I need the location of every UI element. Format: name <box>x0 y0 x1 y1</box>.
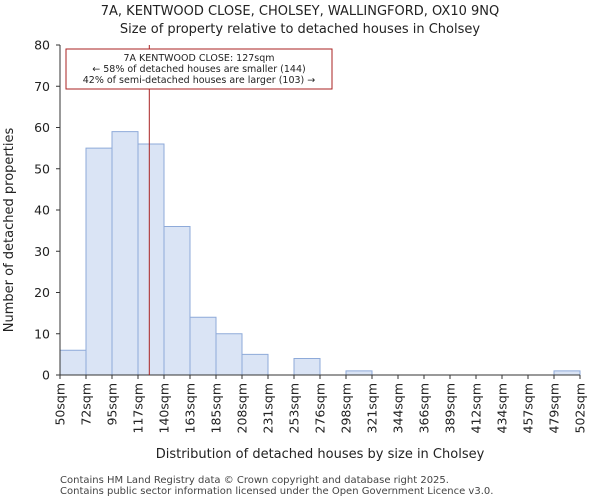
x-tick-label: 50sqm <box>53 383 68 426</box>
annotation-box: 7A KENTWOOD CLOSE: 127sqm ← 58% of detac… <box>65 48 333 90</box>
x-tick-label: 140sqm <box>157 383 172 433</box>
x-tick-label: 231sqm <box>261 383 276 433</box>
footer-licence: Contains public sector information licen… <box>60 486 493 497</box>
x-tick-label: 117sqm <box>131 383 146 433</box>
x-tick-label: 434sqm <box>495 383 510 433</box>
x-tick-label: 185sqm <box>209 383 224 433</box>
annotation-property: 7A KENTWOOD CLOSE: 127sqm <box>123 53 274 64</box>
x-tick-label: 72sqm <box>79 383 94 426</box>
bar-253sqm <box>293 358 321 376</box>
bar-163sqm <box>189 316 217 376</box>
x-tick-label: 95sqm <box>105 383 120 426</box>
chart-title-address: 7A, KENTWOOD CLOSE, CHOLSEY, WALLINGFORD… <box>101 4 500 19</box>
bar-95sqm <box>111 131 139 376</box>
y-tick-label: 40 <box>34 203 50 218</box>
y-tick-label: 10 <box>34 326 50 341</box>
y-tick-label: 60 <box>34 120 50 135</box>
annotation-smaller: ← 58% of detached houses are smaller (14… <box>92 64 305 75</box>
x-tick-label: 298sqm <box>339 383 354 433</box>
y-tick-label: 0 <box>42 368 50 383</box>
bar-208sqm <box>241 353 269 376</box>
bar-140sqm <box>163 226 191 376</box>
x-tick-label: 163sqm <box>183 383 198 433</box>
bar-185sqm <box>215 333 243 376</box>
x-tick-label: 321sqm <box>365 383 380 433</box>
y-tick-label: 80 <box>34 38 50 53</box>
x-tick-label: 479sqm <box>547 383 562 433</box>
x-tick-label: 276sqm <box>313 383 328 433</box>
x-tick-label: 502sqm <box>573 383 588 433</box>
y-axis-label: Number of detached properties <box>2 128 17 333</box>
y-tick-label: 50 <box>34 161 50 176</box>
x-tick-label: 412sqm <box>469 383 484 433</box>
x-tick-label: 253sqm <box>287 383 302 433</box>
bar-298sqm <box>345 370 373 376</box>
y-tick-label: 70 <box>34 79 50 94</box>
annotation-larger: 42% of semi-detached houses are larger (… <box>83 75 316 86</box>
x-tick-label: 389sqm <box>443 383 458 433</box>
x-tick-label: 457sqm <box>521 383 536 433</box>
bar-479sqm <box>553 370 581 376</box>
x-tick-label: 208sqm <box>235 383 250 433</box>
annotation-border <box>65 48 333 90</box>
bar-50sqm <box>59 349 87 376</box>
y-tick-label: 30 <box>34 244 50 259</box>
x-axis-label: Distribution of detached houses by size … <box>156 447 485 462</box>
chart-title: Size of property relative to detached ho… <box>120 22 480 37</box>
footer-copyright: Contains HM Land Registry data © Crown c… <box>60 475 449 486</box>
y-axis-ticks: 0 10 20 30 40 50 60 70 80 <box>34 38 60 383</box>
bars-group <box>59 131 581 376</box>
x-tick-label: 344sqm <box>391 383 406 433</box>
x-axis-ticks: 50sqm 72sqm 95sqm 117sqm 140sqm 163sqm 185sqm 2… <box>53 375 588 433</box>
x-tick-label: 366sqm <box>417 383 432 433</box>
bar-117sqm <box>137 143 165 376</box>
y-tick-label: 20 <box>34 285 50 300</box>
bar-72sqm <box>85 147 113 376</box>
